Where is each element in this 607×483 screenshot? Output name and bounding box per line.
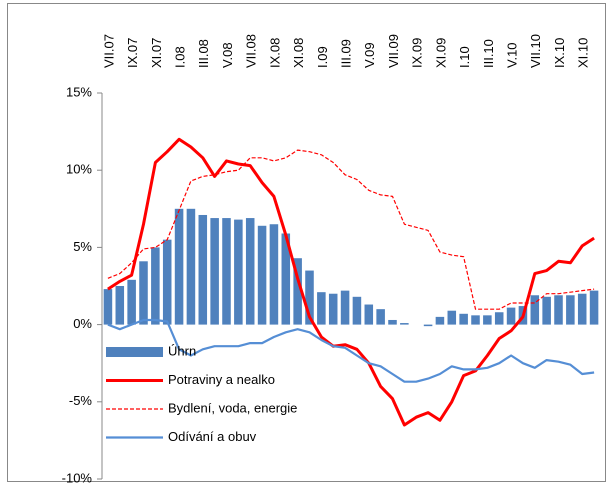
x-tick-label: III.08 xyxy=(196,39,211,68)
bar xyxy=(376,309,385,325)
bar xyxy=(506,307,516,325)
bar xyxy=(293,258,302,325)
legend-swatch xyxy=(106,347,163,357)
bar xyxy=(115,286,125,325)
bar xyxy=(198,214,208,325)
bar xyxy=(554,295,563,325)
bar xyxy=(388,319,397,325)
bar xyxy=(234,219,243,325)
x-tick-label: IX.10 xyxy=(552,38,567,68)
bar xyxy=(459,313,468,325)
legend-label: Potraviny a nealko xyxy=(168,372,275,387)
x-tick-label: V.10 xyxy=(505,42,520,68)
x-tick-label: XI.08 xyxy=(291,38,306,68)
line-series xyxy=(107,318,595,383)
y-tick-label: 15% xyxy=(66,84,92,99)
x-tick-label: V.09 xyxy=(362,42,377,68)
bar xyxy=(364,304,374,325)
bar xyxy=(340,290,350,325)
bar xyxy=(257,225,267,325)
bar xyxy=(483,315,492,325)
bar xyxy=(328,293,338,325)
bar xyxy=(162,239,172,325)
x-tick-label: I.08 xyxy=(173,46,188,68)
x-tick-label: IX.08 xyxy=(267,38,282,68)
bar xyxy=(589,290,599,325)
bar xyxy=(400,323,409,325)
bar xyxy=(542,296,551,325)
bar xyxy=(447,310,457,325)
bar xyxy=(471,315,480,325)
bar xyxy=(210,218,219,325)
y-tick-label: 0% xyxy=(73,316,92,331)
bar xyxy=(139,261,148,325)
x-tick-label: III.09 xyxy=(339,39,354,68)
x-tick-label: I.09 xyxy=(315,46,330,68)
x-tick-label: VII.08 xyxy=(244,34,259,68)
legend-label: Bydlení, voda, energie xyxy=(168,400,297,415)
x-tick-label: III.10 xyxy=(481,39,496,68)
bar xyxy=(494,312,504,325)
x-tick-label: I.10 xyxy=(457,46,472,68)
bar xyxy=(566,295,575,325)
x-tick-label: IX.09 xyxy=(410,38,425,68)
x-tick-label: IX.07 xyxy=(125,38,140,68)
y-tick-label: 10% xyxy=(66,162,92,177)
y-tick-label: 5% xyxy=(73,239,92,254)
bar xyxy=(245,218,255,325)
y-tick-label: -10% xyxy=(62,470,93,483)
bar xyxy=(435,316,445,325)
bar xyxy=(222,218,231,325)
bar xyxy=(103,289,113,325)
legend-label: Odívání a obuv xyxy=(168,429,257,444)
bar xyxy=(281,233,291,325)
bar xyxy=(127,279,136,325)
bar xyxy=(530,295,540,325)
line-series xyxy=(107,137,595,427)
bar xyxy=(174,208,184,325)
bar xyxy=(317,292,326,325)
x-tick-label: XI.10 xyxy=(576,38,591,68)
bar xyxy=(186,208,196,325)
y-tick-label: -5% xyxy=(69,393,93,408)
chart-frame xyxy=(7,3,606,482)
x-tick-label: VII.07 xyxy=(101,34,116,68)
x-tick-label: VII.09 xyxy=(386,34,401,68)
legend-label: Úhrn xyxy=(168,343,196,358)
bar xyxy=(352,296,362,325)
x-tick-label: V.08 xyxy=(220,42,235,68)
x-tick-label: XI.07 xyxy=(149,38,164,68)
bar xyxy=(577,293,587,325)
bar xyxy=(305,270,314,325)
bar xyxy=(151,247,160,325)
x-tick-label: VII.10 xyxy=(528,34,543,68)
bar xyxy=(269,224,279,325)
line-series xyxy=(107,149,595,310)
bar xyxy=(423,324,433,327)
x-tick-label: XI.09 xyxy=(433,38,448,68)
